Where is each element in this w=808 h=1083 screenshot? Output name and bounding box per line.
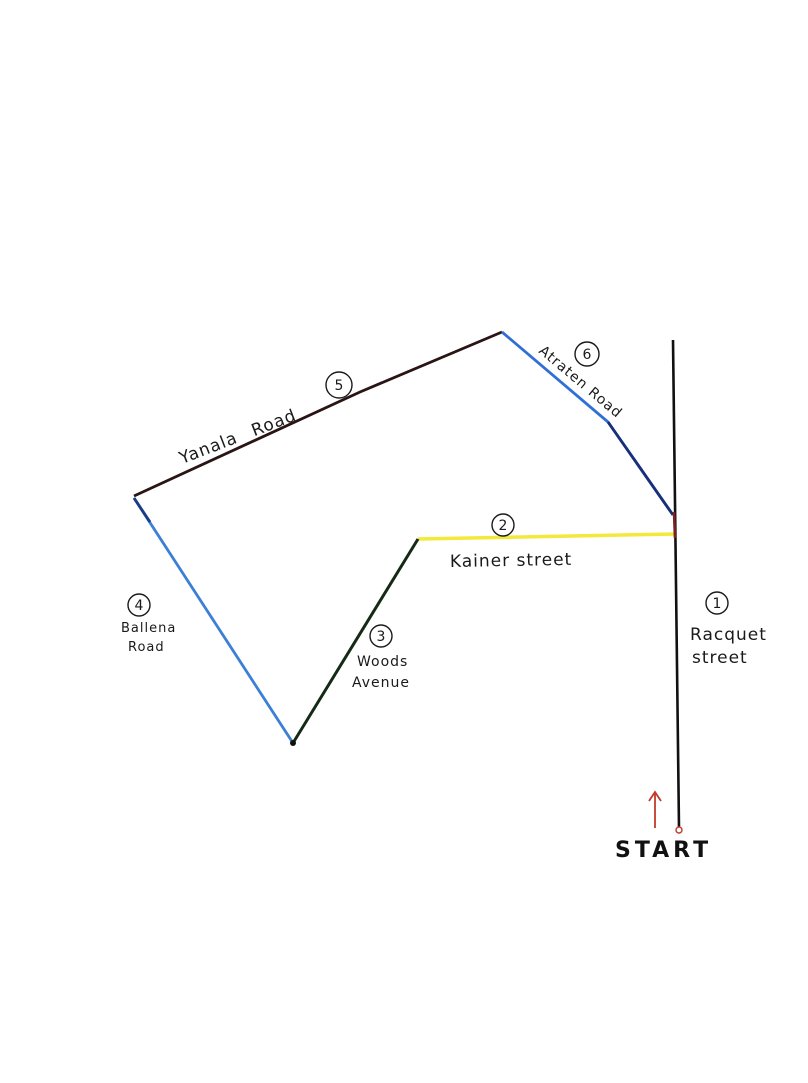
ballena-road-label-line1: Ballena <box>121 621 176 636</box>
atraten-junction-mark <box>672 511 677 539</box>
racquet-street-label-line2: street <box>692 648 748 668</box>
woods-avenue-label-line2: Avenue <box>352 675 410 691</box>
street-number-6: 6 <box>574 341 600 367</box>
ballena-road-dark-tip <box>132 497 152 523</box>
woods-avenue-label-line1: Woods <box>357 654 408 670</box>
street-number-2: 2 <box>491 513 515 537</box>
ballena-road-line <box>132 497 295 744</box>
street-number-6-text: 6 <box>583 347 592 363</box>
street-number-1-text: 1 <box>713 596 722 612</box>
kainer-street-label: Kainer street <box>450 550 573 572</box>
street-number-3-text: 3 <box>377 629 386 645</box>
start-arrow-icon <box>648 790 662 828</box>
street-number-4-text: 4 <box>135 598 144 614</box>
street-number-2-text: 2 <box>499 518 508 534</box>
yanala-road-line <box>133 330 503 498</box>
racquet-street-line <box>671 339 681 829</box>
start-label: START <box>615 838 712 863</box>
start-point <box>675 826 683 834</box>
atraten-road-label: Atraten Road <box>535 343 625 422</box>
ballena-road-label-line2: Road <box>128 640 165 655</box>
street-number-4: 4 <box>127 593 151 617</box>
yanala-road-label: Yanala Road <box>176 406 300 469</box>
street-number-1: 1 <box>705 591 729 615</box>
racquet-street-label-line1: Racquet <box>690 625 767 645</box>
atraten-road-dark-tail <box>606 421 675 516</box>
street-number-5-text: 5 <box>335 378 344 394</box>
street-number-3: 3 <box>369 624 393 648</box>
street-number-5: 5 <box>325 371 353 399</box>
kainer-street-line <box>417 532 677 541</box>
woods-avenue-line <box>291 538 420 744</box>
woods-end-dot <box>290 740 296 746</box>
